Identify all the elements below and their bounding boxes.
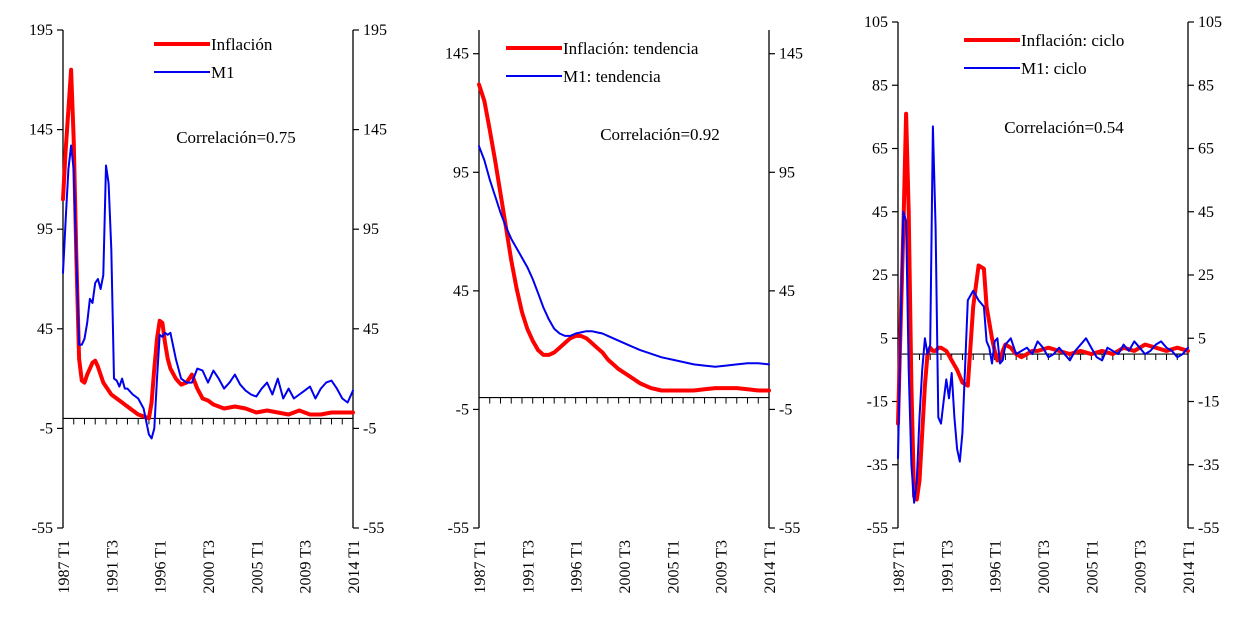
chart-3-ytick-label-right: 65 xyxy=(1198,141,1214,158)
chart-2-ytick-label-right: 95 xyxy=(779,164,795,181)
chart-3-ytick-label-left: 5 xyxy=(880,330,888,347)
chart-3-ytick-label-left: -35 xyxy=(867,457,888,474)
chart-2-ytick-label-right: 145 xyxy=(779,46,803,63)
chart-3-ytick-label-left: 65 xyxy=(872,141,888,158)
chart-2-xtick-label: 1987 T1 xyxy=(472,540,489,593)
chart-2-ytick-label-left: -55 xyxy=(448,520,469,537)
chart-3-xtick-label: 2005 T1 xyxy=(1084,540,1101,593)
chart-3-series-m1-line xyxy=(897,125,1189,504)
chart-1-ytick-label-left: 95 xyxy=(37,221,53,238)
chart-1-ytick-label-right: 195 xyxy=(363,22,387,39)
chart-2-series-inflacion-line xyxy=(477,82,771,393)
chart-1-xtick-label: 1991 T3 xyxy=(104,540,121,593)
chart-1-ytick-label-left: 45 xyxy=(37,321,53,338)
chart-1-ytick-label-right: 95 xyxy=(363,221,379,238)
chart-2-xtick-label: 2014 T1 xyxy=(762,540,779,593)
chart-2-legend-label: M1: tendencia xyxy=(563,67,661,86)
chart-3-correlation-annotation: Correlación=0.54 xyxy=(1004,118,1124,137)
chart-1-ytick-label-right: 45 xyxy=(363,321,379,338)
chart-1-xtick-label: 2005 T1 xyxy=(249,540,266,593)
chart-3-ytick-label-right: 5 xyxy=(1198,330,1206,347)
chart-3-ytick-label-right: 25 xyxy=(1198,267,1214,284)
chart-2-ytick-label-right: -5 xyxy=(779,401,792,418)
chart-3-series-inflacion-line xyxy=(896,111,1190,502)
chart-1-xtick-label: 2000 T3 xyxy=(201,540,218,593)
chart-3-ytick-label-right: 85 xyxy=(1198,77,1214,94)
chart-3-legend-label: M1: ciclo xyxy=(1021,59,1087,78)
chart-2-ytick-label-left: 145 xyxy=(445,46,469,63)
chart-2-ytick-label-right: -55 xyxy=(779,520,800,537)
chart-3-ytick-label-right: 45 xyxy=(1198,204,1214,221)
chart-1-xtick-label: 1987 T1 xyxy=(56,540,73,593)
chart-2-xtick-label: 2000 T3 xyxy=(617,540,634,593)
chart-1-xtick-label: 2009 T3 xyxy=(298,540,315,593)
chart-1-xtick-label: 1996 T1 xyxy=(153,540,170,593)
chart-1-ytick-label-left: 195 xyxy=(29,22,53,39)
chart-2-correlation-annotation: Correlación=0.92 xyxy=(600,125,720,144)
chart-1-series-m1-line xyxy=(62,144,354,440)
chart-3-ytick-label-right: -15 xyxy=(1198,394,1219,411)
chart-1-ytick-label-left: -55 xyxy=(32,520,53,537)
chart-3-ytick-label-right: 105 xyxy=(1198,14,1222,31)
chart-3-ytick-label-right: -55 xyxy=(1198,520,1219,537)
chart-3-ytick-label-left: -15 xyxy=(867,394,888,411)
chart-1-ytick-label-left: -5 xyxy=(40,420,53,437)
chart-3-ytick-label-right: -35 xyxy=(1198,457,1219,474)
chart-2-ytick-label-left: 95 xyxy=(453,164,469,181)
chart-3-legend-label: Inflación: ciclo xyxy=(1021,31,1124,50)
chart-1-series-inflacion-line xyxy=(61,67,355,421)
chart-2-xtick-label: 1996 T1 xyxy=(569,540,586,593)
chart-2-xtick-label: 2009 T3 xyxy=(714,540,731,593)
chart-3-xtick-label: 2014 T1 xyxy=(1181,540,1198,593)
chart-1-correlation-annotation: Correlación=0.75 xyxy=(176,128,296,147)
chart-2-ytick-label-right: 45 xyxy=(779,283,795,300)
chart-3-xtick-label: 1991 T3 xyxy=(939,540,956,593)
chart-1-ytick-label-right: -55 xyxy=(363,520,384,537)
chart-3-ytick-label-left: 45 xyxy=(872,204,888,221)
chart-2-xtick-label: 2005 T1 xyxy=(665,540,682,593)
chart-1-legend-label: M1 xyxy=(211,63,235,82)
chart-1-xtick-label: 2014 T1 xyxy=(346,540,363,593)
chart-3-xtick-label: 2009 T3 xyxy=(1133,540,1150,593)
chart-2-legend-label: Inflación: tendencia xyxy=(563,39,699,58)
chart-2-series-m1-line xyxy=(478,145,770,368)
chart-2-ytick-label-left: -5 xyxy=(456,401,469,418)
chart-1-ytick-label-left: 145 xyxy=(29,122,53,139)
chart-3-ytick-label-left: 105 xyxy=(864,14,888,31)
chart-1-legend-label: Inflación xyxy=(211,35,273,54)
chart-3-xtick-label: 1987 T1 xyxy=(891,540,908,593)
chart-3-ytick-label-left: 25 xyxy=(872,267,888,284)
chart-2-ytick-label-left: 45 xyxy=(453,283,469,300)
chart-3-ytick-label-left: 85 xyxy=(872,77,888,94)
chart-3-xtick-label: 1996 T1 xyxy=(988,540,1005,593)
chart-3-xtick-label: 2000 T3 xyxy=(1036,540,1053,593)
chart-2-xtick-label: 1991 T3 xyxy=(520,540,537,593)
chart-1-ytick-label-right: -5 xyxy=(363,420,376,437)
chart-1-ytick-label-right: 145 xyxy=(363,122,387,139)
chart-3-ytick-label-left: -55 xyxy=(867,520,888,537)
